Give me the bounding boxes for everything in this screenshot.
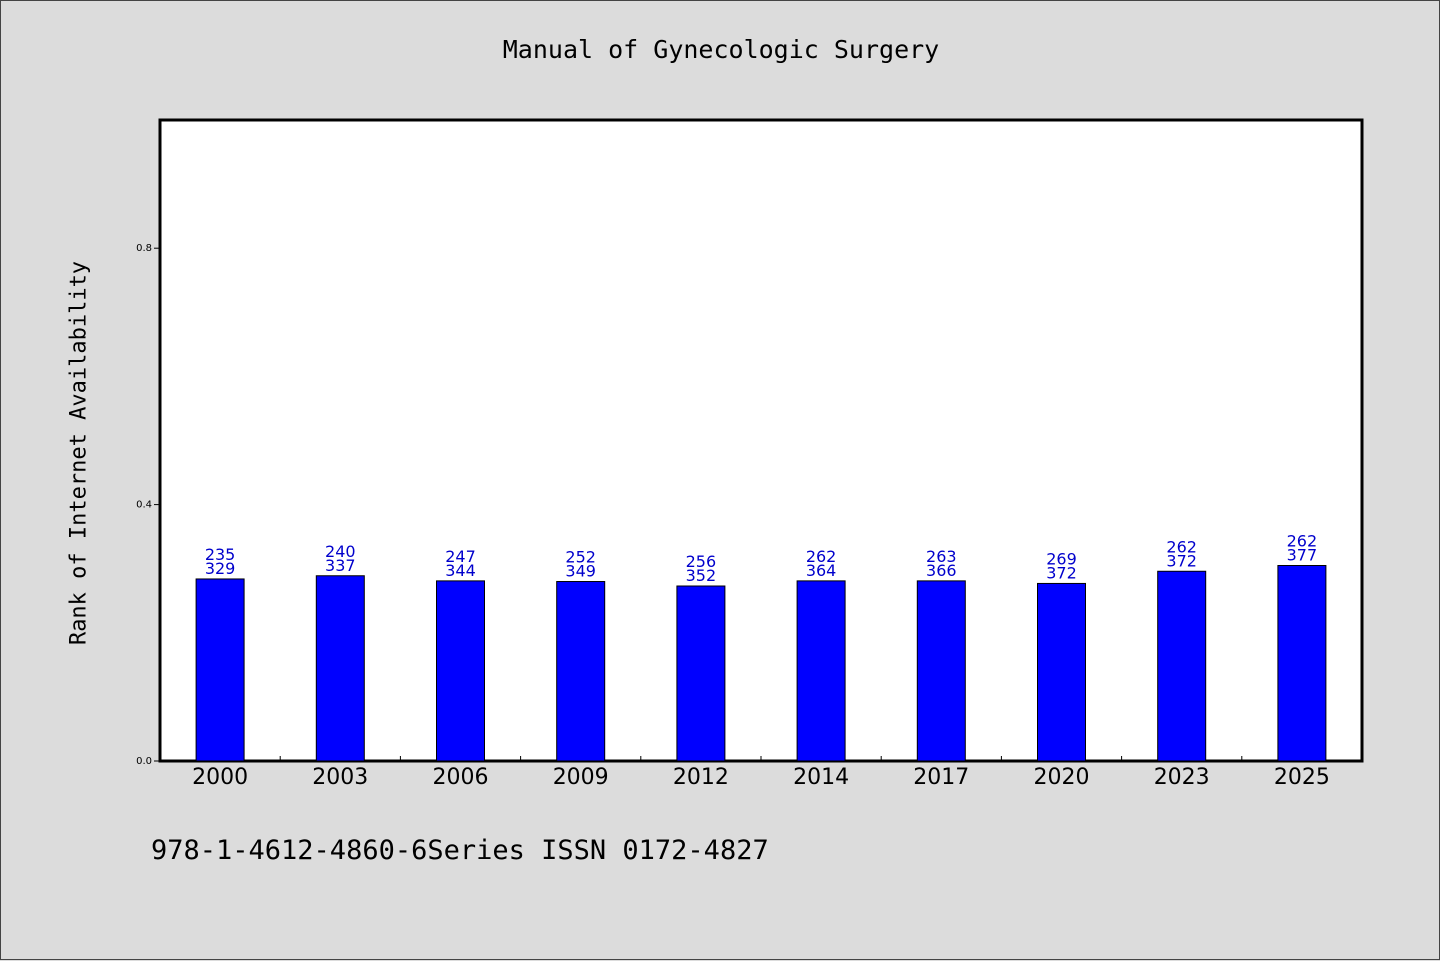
bar-label-bottom-2006: 344 <box>445 561 476 580</box>
y-axis: 0.0 0.4 0.8 <box>136 243 160 767</box>
bar-label-top-2023: 262 <box>1166 537 1197 556</box>
x-tick-label-2003: 2003 <box>312 765 368 790</box>
x-tick-label-2025: 2025 <box>1274 765 1330 790</box>
bar-label-bottom-2014: 364 <box>806 561 837 580</box>
bar-label-top-2025: 262 <box>1287 531 1318 550</box>
bar-label-top-2003: 240 <box>325 542 356 561</box>
bar-label-top-2014: 262 <box>806 547 837 566</box>
x-axis: 2000 2003 2006 2009 2012 2014 2017 2020 2023 2025 <box>192 756 1330 790</box>
bar-label-top-2012: 256 <box>686 552 717 571</box>
bar-label-bottom-2023: 372 <box>1166 551 1197 570</box>
bar-label-top-2017: 263 <box>926 547 957 566</box>
bar-label-bottom-2012: 352 <box>686 566 717 585</box>
bar-2000 <box>195 578 245 762</box>
x-tick-label-2020: 2020 <box>1034 765 1090 790</box>
bar-label-bottom-2009: 349 <box>565 562 596 581</box>
x-tick-label-2017: 2017 <box>913 765 969 790</box>
bar-2014 <box>796 580 846 762</box>
chart-title: Manual of Gynecologic Surgery <box>502 35 940 64</box>
bar-2025 <box>1277 564 1327 762</box>
bar-2006 <box>436 580 485 762</box>
bar-label-bottom-2020: 372 <box>1046 563 1077 582</box>
bars <box>195 564 1327 762</box>
x-tick-label-2023: 2023 <box>1154 765 1210 790</box>
y-tick-label-2: 0.8 <box>136 243 152 254</box>
x-tick-label-2009: 2009 <box>553 765 609 790</box>
bar-label-bottom-2003: 337 <box>325 556 356 575</box>
y-tick-label-0: 0.0 <box>136 756 152 767</box>
bar-2003 <box>315 575 365 762</box>
bar-label-top-2020: 269 <box>1046 549 1077 568</box>
bar-label-top-2009: 252 <box>565 548 596 567</box>
bar-label-bottom-2000: 329 <box>205 559 236 578</box>
footer-isbn-issn: 978-1-4612-4860-6Series ISSN 0172-4827 <box>151 835 769 866</box>
x-tick-label-2006: 2006 <box>433 765 489 790</box>
bar-label-bottom-2025: 377 <box>1287 545 1318 564</box>
bar-2012 <box>676 585 726 762</box>
bar-2009 <box>556 581 606 762</box>
x-tick-label-2012: 2012 <box>673 765 729 790</box>
bar-2023 <box>1157 570 1207 762</box>
bar-label-top-2006: 247 <box>445 547 476 566</box>
bar-label-top-2000: 235 <box>205 545 236 564</box>
x-tick-label-2014: 2014 <box>793 765 849 790</box>
bar-2017 <box>916 580 966 762</box>
y-tick-label-1: 0.4 <box>136 500 152 511</box>
bar-2020 <box>1037 582 1086 762</box>
x-tick-label-2000: 2000 <box>192 765 248 790</box>
bar-label-bottom-2017: 366 <box>926 561 957 580</box>
